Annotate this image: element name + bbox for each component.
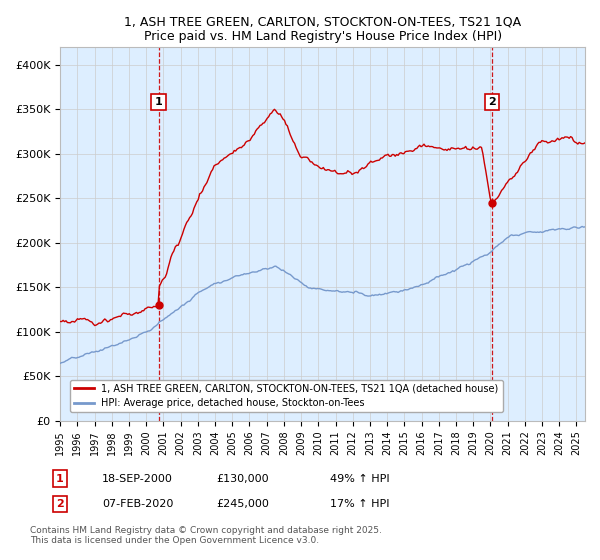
Text: 17% ↑ HPI: 17% ↑ HPI [330,499,389,509]
Text: 07-FEB-2020: 07-FEB-2020 [102,499,173,509]
Title: 1, ASH TREE GREEN, CARLTON, STOCKTON-ON-TEES, TS21 1QA
Price paid vs. HM Land Re: 1, ASH TREE GREEN, CARLTON, STOCKTON-ON-… [124,15,521,43]
Text: 2: 2 [56,499,64,509]
Text: 1: 1 [155,97,163,107]
Text: £245,000: £245,000 [216,499,269,509]
Text: Contains HM Land Registry data © Crown copyright and database right 2025.
This d: Contains HM Land Registry data © Crown c… [30,526,382,545]
Text: 49% ↑ HPI: 49% ↑ HPI [330,474,389,484]
Legend: 1, ASH TREE GREEN, CARLTON, STOCKTON-ON-TEES, TS21 1QA (detached house), HPI: Av: 1, ASH TREE GREEN, CARLTON, STOCKTON-ON-… [70,380,503,412]
Text: £130,000: £130,000 [216,474,269,484]
Text: 2: 2 [488,97,496,107]
Text: 1: 1 [56,474,64,484]
Text: 18-SEP-2000: 18-SEP-2000 [102,474,173,484]
